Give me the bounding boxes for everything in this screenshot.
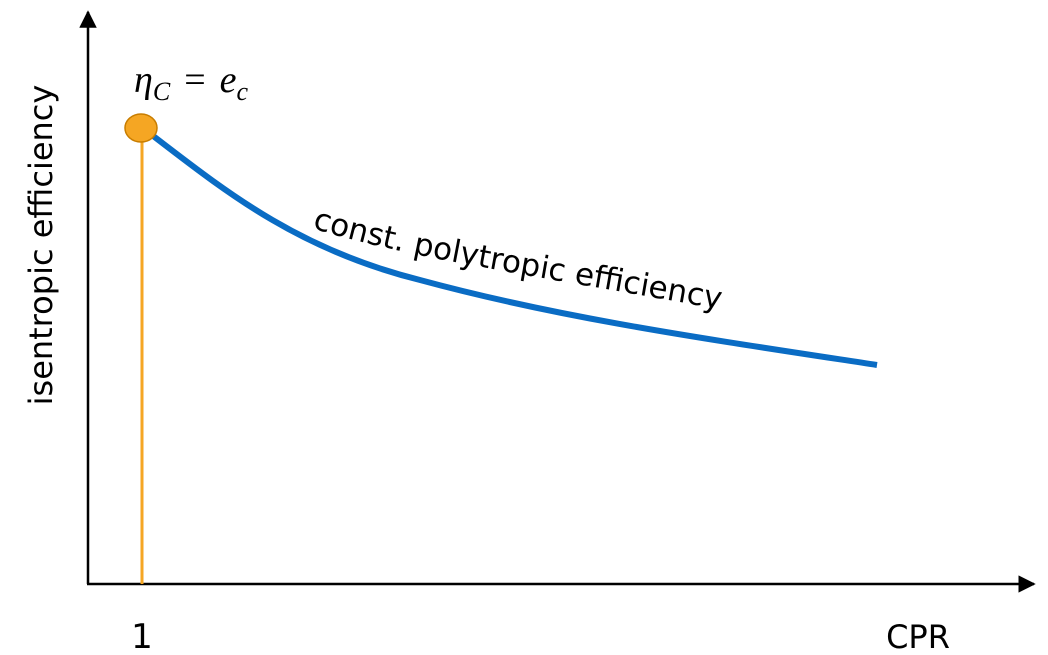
x-tick-label: 1 xyxy=(131,617,153,655)
curve-label: const. polytropic efficiency xyxy=(310,201,725,317)
efficiency-curve xyxy=(150,132,878,368)
eq-lhs-sub: C xyxy=(153,77,171,106)
x-axis-label: CPR xyxy=(886,618,950,655)
eq-rhs: e xyxy=(220,59,237,101)
eq-rhs-sub: c xyxy=(237,77,249,106)
start-point xyxy=(124,113,158,143)
eq-lhs: η xyxy=(134,59,153,101)
equation: ηC = ec xyxy=(134,59,249,106)
y-axis-label: isentropic efficiency xyxy=(22,85,60,406)
eq-sign: = xyxy=(184,59,205,101)
curve-label-path: const. polytropic efficiency xyxy=(310,201,725,317)
